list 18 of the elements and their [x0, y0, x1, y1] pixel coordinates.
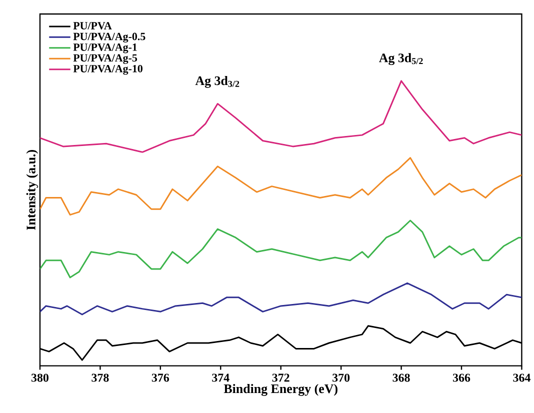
annotation: Ag 3d$_{5/2}$ [379, 53, 423, 66]
x-tick-label: 368 [392, 374, 410, 382]
x-tick-label: 378 [92, 374, 109, 382]
legend-label: PU/PVA/Ag-5 [73, 54, 138, 64]
x-tick-label: 364 [513, 374, 530, 382]
y-axis-title: Intensity (a.u.) [26, 150, 38, 230]
annotation: Ag 3d$_{3/2}$ [195, 76, 240, 88]
legend-label: PU/PVA/Ag-0.5 [73, 32, 146, 43]
x-tick-label: 366 [452, 374, 470, 382]
legend-label: PU/PVA [73, 22, 112, 30]
legend-label: PU/PVA/Ag-10 [73, 65, 142, 75]
x-tick-label: 374 [212, 374, 230, 382]
x-tick-label: 370 [332, 374, 350, 382]
x-tick-label: 380 [31, 374, 48, 382]
x-tick-label: 372 [272, 374, 290, 382]
legend-label: PU/PVA/Ag-1 [73, 44, 137, 54]
x-tick-label: 376 [152, 374, 170, 382]
x-axis-title: Binding Energy (eV) [224, 384, 338, 396]
